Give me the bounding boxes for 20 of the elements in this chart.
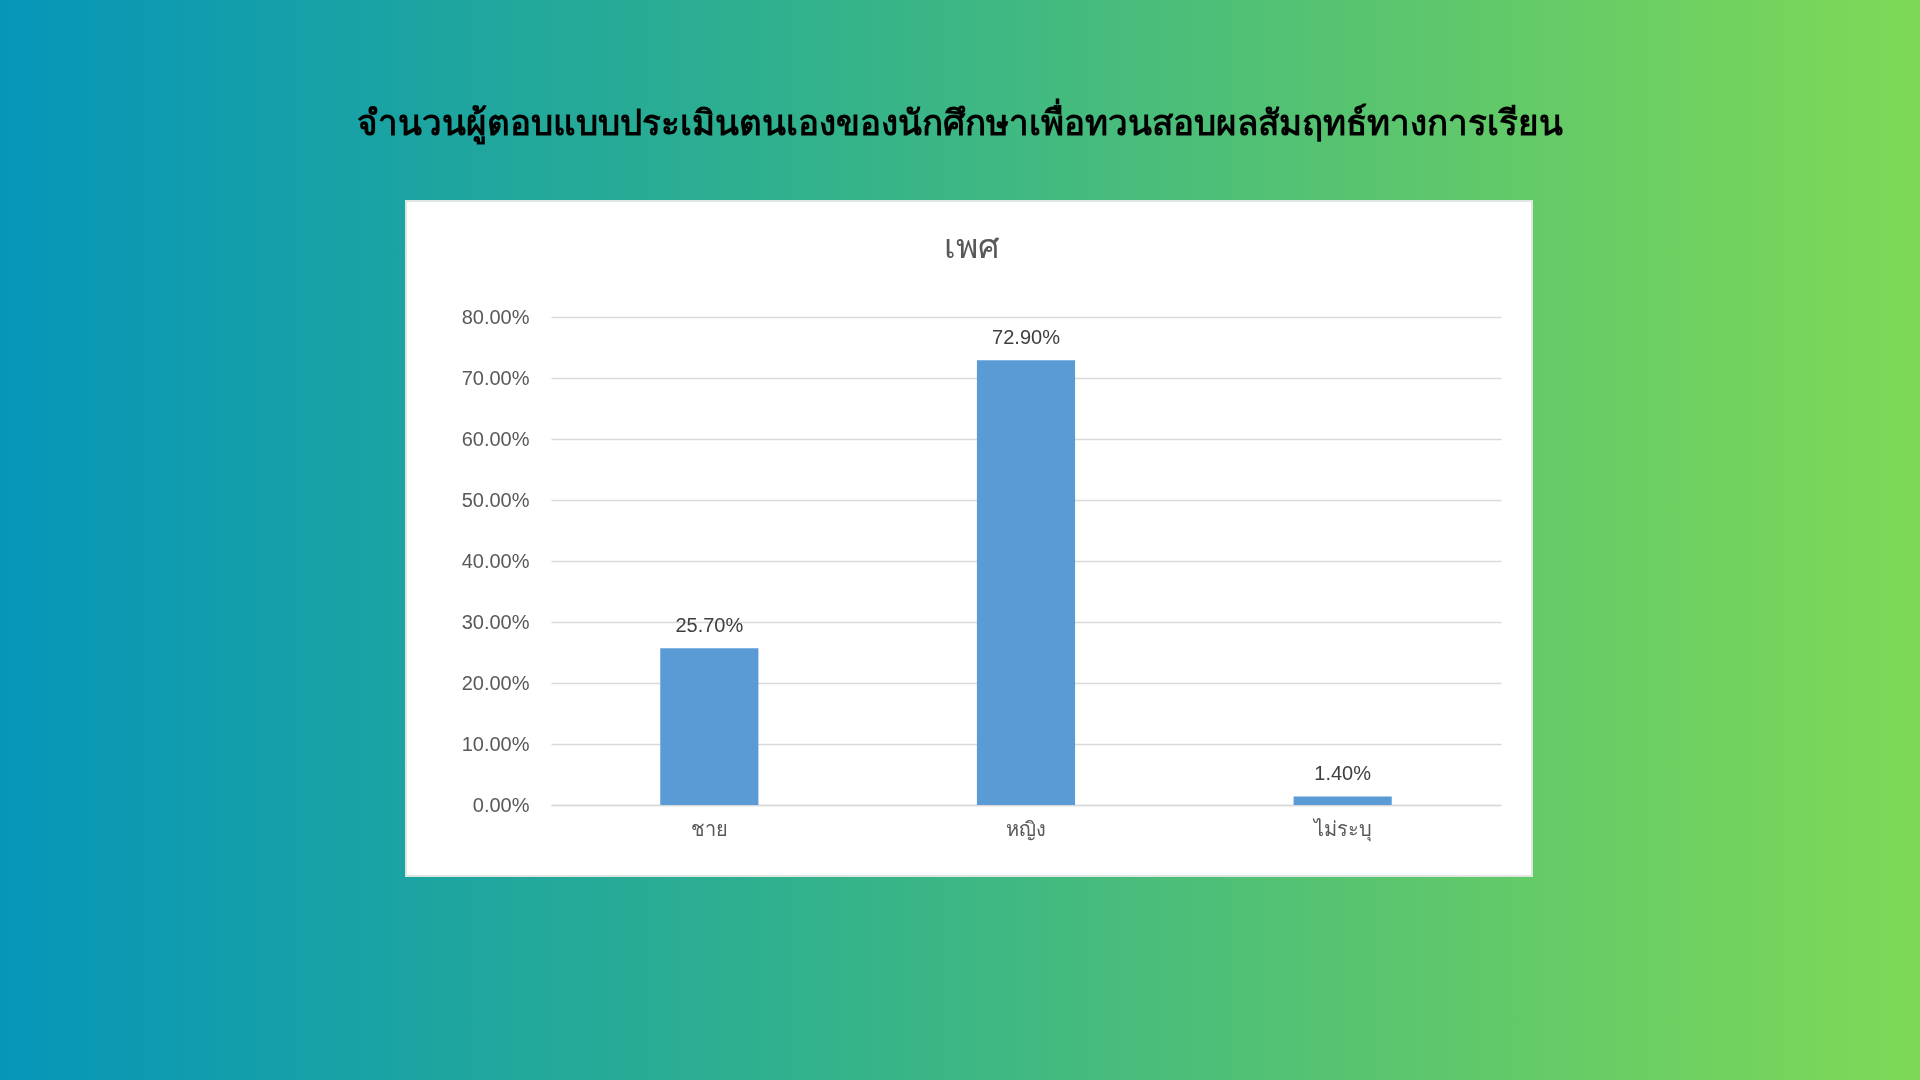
- y-tick-label: 0.00%: [472, 793, 530, 816]
- y-tick-label: 20.00%: [461, 671, 530, 694]
- y-tick-label: 70.00%: [461, 366, 530, 389]
- x-tick-label: หญิง: [1006, 817, 1046, 841]
- chart-title: จำนวนผู้ตอบแบบประเมินตนเองของนักศึกษาเพื่อทวนสอบผลสัมฤทธ์ทางการเรียน: [356, 98, 1564, 147]
- data-label: 25.70%: [675, 614, 744, 637]
- chart-subtitle: เพศ: [944, 227, 1000, 265]
- bar: [976, 360, 1076, 805]
- y-tick-label: 40.00%: [461, 549, 530, 572]
- bar: [1293, 796, 1392, 805]
- bar: [660, 648, 759, 805]
- y-tick-label: 10.00%: [461, 732, 530, 755]
- y-tick-label: 80.00%: [461, 305, 530, 328]
- y-tick-label: 60.00%: [461, 427, 530, 450]
- x-tick-label: ชาย: [690, 817, 728, 840]
- data-label: 72.90%: [992, 326, 1061, 349]
- y-tick-label: 50.00%: [461, 488, 530, 511]
- data-label: 1.40%: [1314, 762, 1372, 785]
- x-tick-label: ไม่ระบุ: [1311, 817, 1372, 842]
- y-tick-label: 30.00%: [461, 610, 530, 633]
